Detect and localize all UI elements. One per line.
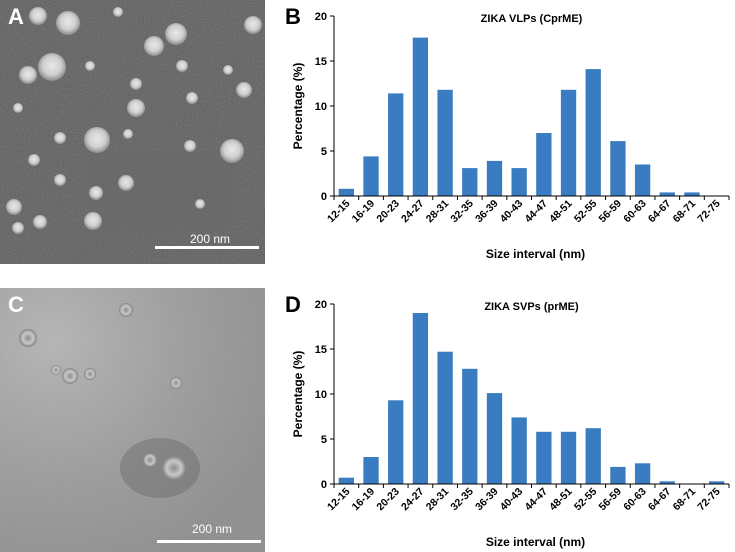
- chart-1-y-tick-label: 20: [315, 299, 327, 311]
- chart-1-bar: [462, 368, 478, 484]
- chart-1-bar: [437, 351, 453, 484]
- histogram-b: ZIKA VLPs (CprME) 0 5 10 15 20 12-1516-1920-23…: [291, 11, 730, 261]
- micrograph-a-image: [0, 0, 265, 264]
- chart-0-y-tick-label: 15: [315, 56, 327, 68]
- micrograph-c: [0, 288, 265, 552]
- chart-0-y-tick-label: 5: [321, 146, 327, 158]
- chart-0-y-tick-label: 20: [315, 11, 327, 23]
- chart-0-bar: [412, 37, 429, 196]
- chart-0-x-label: Size interval (nm): [486, 247, 585, 261]
- chart-0-x-tick-label: 12-15: [325, 198, 353, 226]
- panel-label-a: A: [8, 4, 24, 29]
- chart-0-bar: [560, 89, 577, 196]
- chart-0-title: ZIKA VLPs (CprME): [481, 13, 583, 25]
- panel-label-d: D: [285, 292, 301, 317]
- chart-0-x-tick-label: 56-59: [597, 198, 625, 226]
- chart-1-x-tick-label: 36-39: [473, 486, 501, 514]
- chart-1-title: ZIKA SVPs (prME): [484, 301, 579, 313]
- chart-0-bar: [437, 89, 453, 196]
- chart-0-x-tick-label: 40-43: [498, 198, 526, 226]
- panel-label-b: B: [285, 4, 301, 29]
- chart-1-x-tick-label: 68-71: [671, 486, 699, 514]
- chart-1-bar: [709, 481, 725, 484]
- chart-0-bar: [634, 164, 651, 196]
- chart-1-bar: [585, 428, 601, 484]
- histogram-d: ZIKA SVPs (prME)0510152012-1516-1920-232…: [291, 299, 730, 549]
- chart-1-y-tick-label: 10: [315, 389, 327, 401]
- chart-1-bar: [511, 417, 527, 484]
- chart-0-x-tick-label: 52-55: [572, 198, 600, 226]
- chart-1-x-tick-label: 40-43: [498, 486, 526, 514]
- chart-0-bar: [659, 192, 675, 196]
- chart-1-x-label: Size interval (nm): [486, 535, 585, 549]
- chart-0-bar: [610, 141, 626, 196]
- chart-0-bar: [338, 188, 354, 196]
- chart-1-bar: [560, 431, 577, 484]
- chart-1-bar: [610, 466, 626, 484]
- chart-0-x-tick-label: 60-63: [621, 198, 649, 226]
- chart-1-x-tick-label: 60-63: [621, 486, 649, 514]
- scale-bar-label-a: 200 nm: [190, 232, 231, 246]
- chart-0-x-tick-label: 72-75: [695, 198, 723, 226]
- chart-0-x-tick-label: 48-51: [547, 198, 575, 226]
- chart-1-bar: [388, 400, 404, 484]
- chart-0-x-tick-label: 68-71: [671, 198, 699, 226]
- chart-1-bar: [659, 481, 675, 484]
- chart-1-bar: [486, 393, 503, 484]
- chart-0-bar: [388, 93, 404, 196]
- chart-1-bar: [338, 477, 354, 484]
- chart-0-y-label: Percentage (%): [291, 63, 305, 150]
- chart-1-x-tick-label: 16-19: [350, 486, 378, 514]
- chart-1-x-tick-label: 24-27: [399, 486, 427, 514]
- micrograph-a: [0, 0, 265, 264]
- scale-bar-a: [155, 246, 259, 249]
- chart-1-x-tick-label: 12-15: [325, 486, 353, 514]
- scale-bar-c: [157, 540, 261, 543]
- chart-0-x-tick-label: 64-67: [646, 198, 674, 226]
- chart-0-bar: [462, 168, 478, 196]
- chart-1-x-tick-label: 64-67: [646, 486, 674, 514]
- chart-0-x-tick-label: 28-31: [424, 198, 452, 226]
- chart-0-x-tick-label: 20-23: [374, 198, 402, 226]
- chart-0-y-tick-label: 0: [321, 191, 327, 203]
- chart-0-bar: [536, 133, 552, 196]
- chart-0-bar: [486, 160, 503, 196]
- chart-1-x-tick-label: 44-47: [522, 486, 550, 514]
- scale-bar-label-c: 200 nm: [192, 522, 233, 536]
- panel-label-c: C: [8, 292, 24, 317]
- chart-0-x-tick-label: 44-47: [522, 198, 550, 226]
- chart-1-x-tick-label: 56-59: [597, 486, 625, 514]
- chart-0-x-tick-label: 16-19: [350, 198, 378, 226]
- chart-0-x-tick-label: 36-39: [473, 198, 501, 226]
- chart-0-bar: [585, 69, 601, 196]
- chart-0-x-tick-label: 32-35: [448, 198, 476, 226]
- chart-1-y-tick-label: 15: [315, 344, 327, 356]
- chart-1-bar: [363, 457, 379, 484]
- chart-1-y-label: Percentage (%): [291, 351, 305, 438]
- chart-0-bar: [684, 192, 700, 196]
- chart-0-y-tick-label: 10: [315, 101, 327, 113]
- chart-1-bar: [536, 431, 552, 484]
- chart-1-x-tick-label: 72-75: [695, 486, 723, 514]
- chart-1-x-tick-label: 20-23: [374, 486, 402, 514]
- chart-0-bar: [511, 168, 527, 196]
- chart-1-x-tick-label: 48-51: [547, 486, 575, 514]
- micrograph-c-image: [0, 288, 265, 552]
- chart-1-bar: [634, 463, 651, 484]
- chart-1-x-tick-label: 52-55: [572, 486, 600, 514]
- chart-1-y-tick-label: 0: [321, 479, 327, 491]
- chart-0-bar: [363, 156, 379, 196]
- chart-0-x-tick-label: 24-27: [399, 198, 427, 226]
- chart-1-bar: [412, 313, 429, 484]
- chart-1-x-tick-label: 28-31: [424, 486, 452, 514]
- chart-1-y-tick-label: 5: [321, 434, 327, 446]
- chart-1-x-tick-label: 32-35: [448, 486, 476, 514]
